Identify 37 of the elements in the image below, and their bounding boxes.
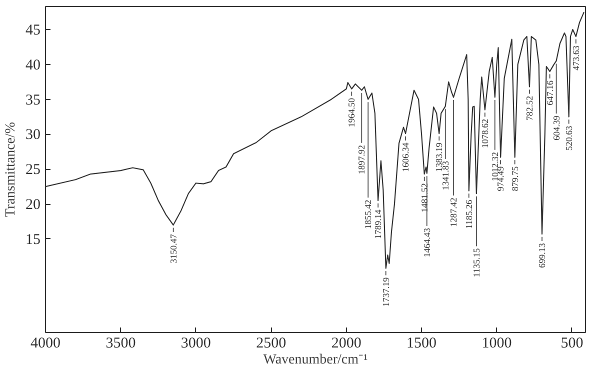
- y-tick-label: 20: [26, 197, 40, 214]
- annotation: 1185.26: [464, 199, 474, 229]
- x-tick-label: 4000: [30, 336, 60, 352]
- y-axis-title: Transmittance/%: [4, 122, 18, 218]
- annotation: 782.52: [524, 96, 534, 121]
- y-tick-label: 45: [26, 22, 40, 39]
- annotation: 1135.15: [471, 248, 482, 278]
- y-tick-label: 35: [26, 92, 40, 108]
- y-tick-label: 25: [26, 162, 40, 178]
- annotation: 1606.34: [400, 142, 411, 172]
- annotation: 699.13: [537, 242, 548, 268]
- annotation: 1078.62: [480, 118, 490, 148]
- x-tick-label: 3000: [180, 336, 211, 352]
- annotation: 604.39: [551, 115, 562, 140]
- x-tick-label: 1500: [406, 336, 437, 352]
- annotation: 1464.43: [422, 228, 432, 258]
- annotation: 3150.47: [168, 234, 178, 264]
- annotation: 1897.92: [356, 144, 367, 174]
- x-axis-title: Wavenumber/cm⁻¹: [263, 352, 368, 368]
- annotation: 1287.42: [448, 198, 459, 227]
- x-tick-label: 2500: [256, 336, 286, 352]
- x-tick-label: 2000: [331, 336, 362, 352]
- x-tick-label: 1000: [482, 336, 512, 352]
- y-tick-label: 15: [26, 232, 40, 248]
- annotation: 1964.50: [346, 97, 357, 128]
- x-tick-label: 3500: [106, 336, 136, 352]
- y-tick-label: 40: [26, 57, 40, 74]
- annotation: 1789.14: [373, 209, 384, 239]
- annotation: 520.63: [564, 125, 574, 151]
- annotation: 647.16: [544, 80, 555, 106]
- annotation: 1737.19: [380, 276, 391, 307]
- annotation: 1012.32: [490, 152, 500, 182]
- annotation: 473.63: [570, 45, 581, 70]
- x-tick-label: 500: [560, 336, 584, 352]
- y-tick-label: 30: [26, 127, 40, 144]
- annotation: 879.75: [510, 166, 520, 192]
- annotation: 1855.42: [363, 200, 374, 229]
